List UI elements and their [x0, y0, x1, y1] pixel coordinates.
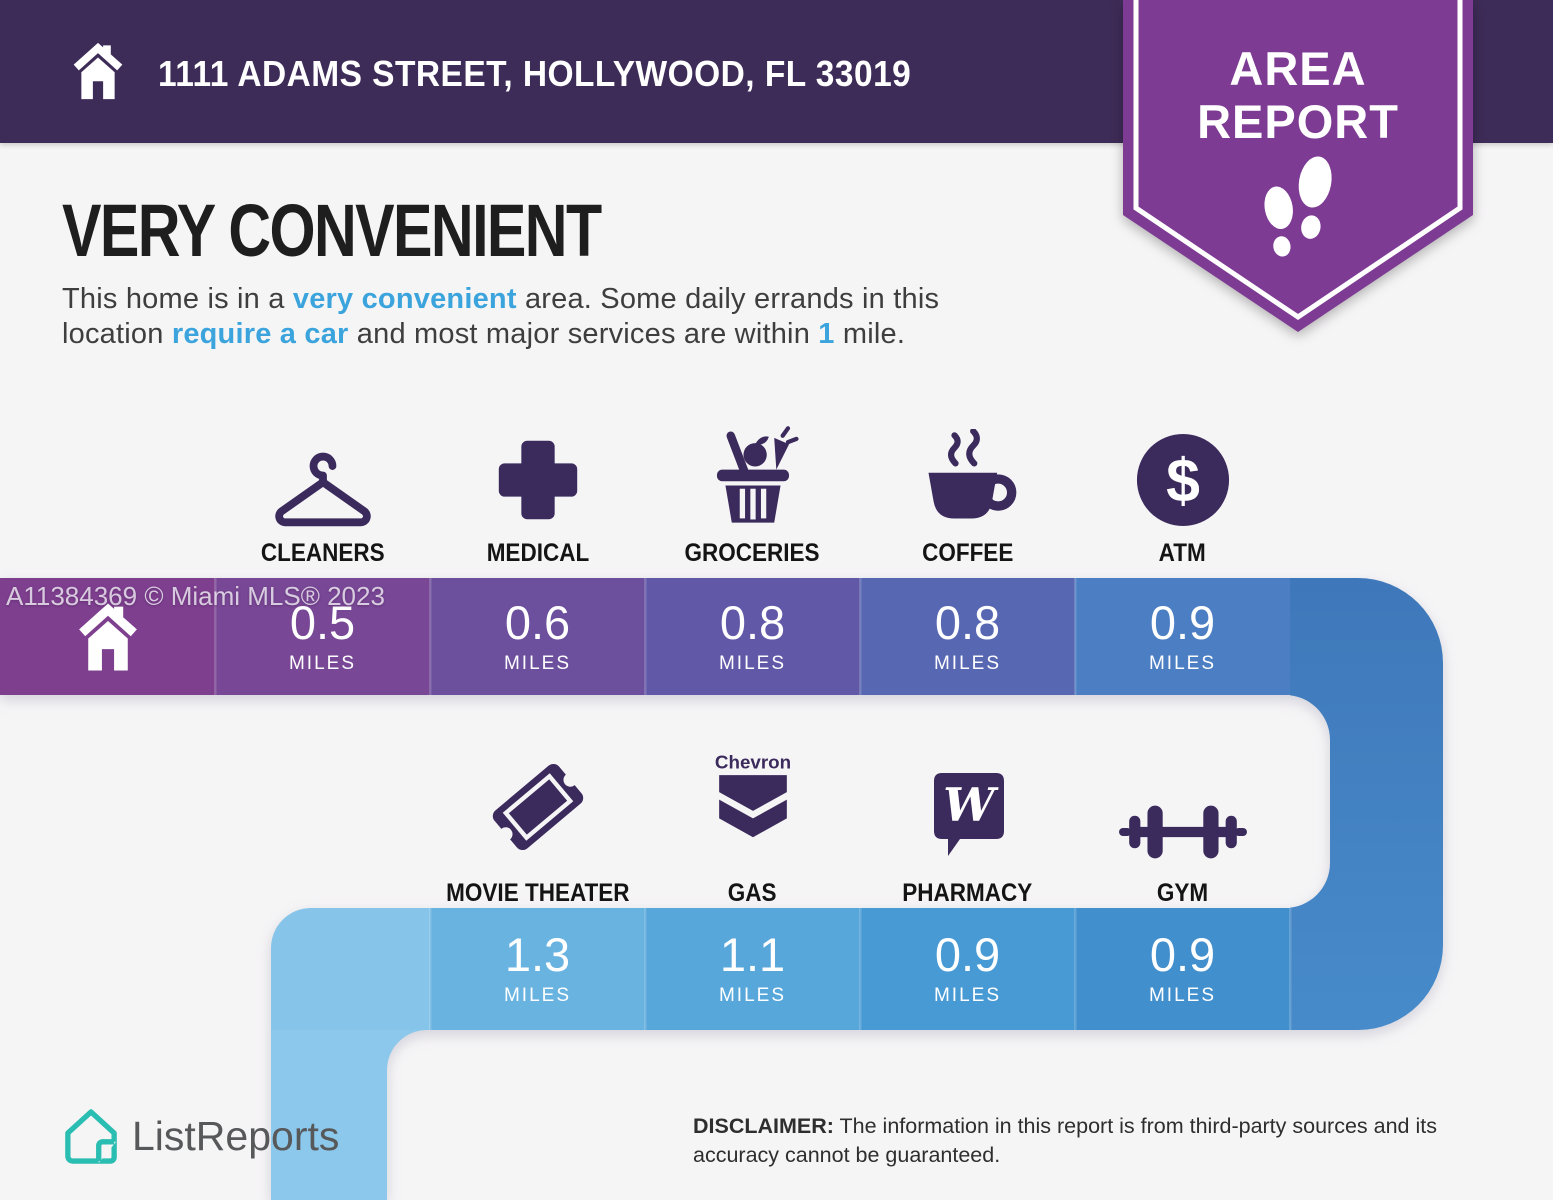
intro-paragraph: This home is in a very convenient area. … — [62, 282, 939, 352]
intro-seg: location — [62, 318, 172, 350]
distance-cell-gas: 1.1 MILES — [645, 908, 860, 1030]
distance-cell-cleaners: 0.5 MILES — [215, 578, 430, 695]
distance-cell-movie-theater: 1.3 MILES — [430, 908, 645, 1030]
atm-dollar-icon: $ — [1136, 433, 1229, 527]
hanger-icon — [274, 452, 371, 527]
amenity-label: COFFEE — [921, 539, 1014, 567]
page-title: VERY CONVENIENT — [62, 189, 602, 272]
amenity-label: GROCERIES — [684, 539, 821, 567]
intro-highlight-require-a-car: require a car — [171, 318, 349, 350]
band-home-marker — [0, 578, 215, 695]
amenity-movie-theater: MOVIE THEATER — [430, 745, 645, 908]
disclaimer-body: The information in this report is from t… — [693, 1114, 1437, 1167]
amenity-label: GYM — [1156, 879, 1209, 907]
amenity-label: ATM — [1158, 539, 1207, 567]
distance-value: 0.5 — [289, 595, 356, 649]
amenity-medical: MEDICAL — [430, 415, 645, 568]
amenity-cleaners: CLEANERS — [215, 415, 430, 568]
amenity-label: MOVIE THEATER — [445, 879, 630, 907]
amenity-atm: $ ATM — [1075, 415, 1290, 568]
amenity-groceries: GROCERIES — [645, 415, 860, 568]
intro-highlight-one: 1 — [818, 318, 835, 350]
distance-value: 0.9 — [1149, 595, 1216, 649]
coffee-cup-icon — [927, 429, 1016, 519]
amenity-label: GAS — [728, 879, 777, 907]
distance-cell-atm: 0.9 MILES — [1075, 578, 1290, 695]
footprints-icon — [1264, 156, 1332, 257]
distance-cell-pharmacy: 0.9 MILES — [860, 908, 1075, 1030]
distance-value: 1.3 — [504, 928, 571, 981]
distance-unit: MILES — [718, 652, 787, 674]
amenity-label: PHARMACY — [902, 879, 1033, 907]
distance-unit: MILES — [933, 652, 1002, 674]
distance-unit: MILES — [503, 652, 572, 674]
badge-title-line2: REPORT — [1197, 95, 1399, 148]
distance-cell-groceries: 0.8 MILES — [645, 578, 860, 695]
walgreens-w: W — [943, 778, 999, 832]
intro-seg: mile. — [834, 318, 906, 350]
amenity-label: MEDICAL — [486, 539, 589, 567]
distance-value: 0.9 — [934, 928, 1001, 981]
amenity-gas: Chevron GAS — [645, 745, 860, 908]
disclaimer-text: DISCLAIMER: The information in this repo… — [693, 1112, 1493, 1170]
header-address: 1111 ADAMS STREET, HOLLYWOOD, FL 33019 — [158, 53, 912, 94]
distance-cell-medical: 0.6 MILES — [430, 578, 645, 695]
walgreens-pharmacy-icon: W — [933, 773, 1004, 856]
disclaimer-label: DISCLAIMER: — [693, 1114, 834, 1138]
movie-ticket-icon — [492, 763, 583, 851]
distance-unit: MILES — [1148, 985, 1217, 1006]
chevron-wordmark: Chevron — [714, 752, 790, 773]
dollar-symbol: $ — [1166, 447, 1200, 515]
dumbbell-icon — [1118, 805, 1247, 859]
medical-cross-icon — [498, 440, 577, 520]
amenity-coffee: COFFEE — [860, 415, 1075, 568]
amenity-label: CLEANERS — [260, 539, 385, 567]
grocery-basket-icon — [716, 426, 799, 523]
intro-seg: and most major services are within — [348, 318, 819, 350]
home-icon — [73, 42, 123, 100]
intro-seg: area. Some daily errands in this — [516, 283, 940, 315]
amenity-pharmacy: W PHARMACY — [860, 745, 1075, 908]
distance-cell-gym: 0.9 MILES — [1075, 908, 1290, 1030]
badge-title: AREA REPORT — [1123, 42, 1473, 148]
distance-unit: MILES — [288, 652, 357, 674]
distance-value: 0.8 — [719, 595, 786, 649]
badge-pennant-shape — [1123, 0, 1473, 332]
home-icon — [78, 603, 137, 670]
mls-watermark: A11384369 © Miami MLS® 2023 — [6, 581, 385, 611]
distance-unit: MILES — [718, 985, 787, 1006]
badge-title-line1: AREA — [1229, 42, 1367, 95]
intro-highlight-very-convenient: very convenient — [292, 283, 517, 315]
intro-seg: This home is in a — [62, 283, 293, 315]
distance-value: 1.1 — [719, 928, 786, 981]
listreports-house-icon — [65, 1109, 117, 1164]
listreports-wordmark: ListReports — [132, 1112, 340, 1159]
amenity-gym: GYM — [1075, 745, 1290, 908]
distance-value: 0.8 — [934, 595, 1001, 649]
listreports-logo: ListReports — [64, 1106, 339, 1166]
distance-value: 0.9 — [1149, 928, 1216, 981]
distance-unit: MILES — [503, 985, 572, 1006]
area-report-badge: AREA REPORT — [1123, 0, 1473, 345]
distance-unit: MILES — [933, 985, 1002, 1006]
chevron-gas-icon: Chevron — [714, 752, 791, 838]
distance-unit: MILES — [1148, 652, 1217, 674]
distance-value: 0.6 — [504, 595, 571, 649]
distance-cell-coffee: 0.8 MILES — [860, 578, 1075, 695]
